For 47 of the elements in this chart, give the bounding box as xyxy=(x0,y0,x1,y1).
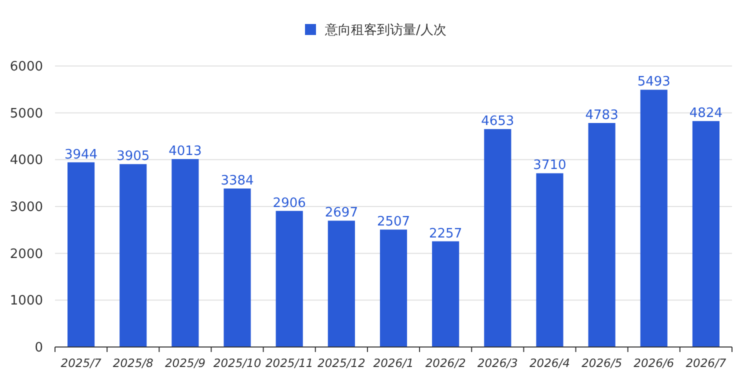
x-tick-label: 2025/8 xyxy=(112,356,154,370)
bar xyxy=(380,230,408,347)
y-tick-label: 0 xyxy=(34,340,43,356)
data-label: 3710 xyxy=(533,158,566,174)
data-label: 4653 xyxy=(481,114,514,130)
y-tick-label: 3000 xyxy=(10,200,43,215)
bar xyxy=(328,220,355,347)
bar xyxy=(536,173,564,347)
x-tick-label: 2025/10 xyxy=(213,356,262,370)
bar xyxy=(432,241,460,347)
x-tick-label: 2025/12 xyxy=(318,356,366,370)
x-tick-label: 2026/5 xyxy=(582,356,622,370)
bar xyxy=(224,188,251,347)
data-label: 4013 xyxy=(168,144,202,160)
x-tick-label: 2025/11 xyxy=(265,356,314,370)
x-tick-label: 2026/2 xyxy=(425,356,466,370)
bar xyxy=(120,164,147,347)
data-label: 4824 xyxy=(689,106,723,122)
y-tick-label: 4000 xyxy=(10,153,43,168)
data-label: 3944 xyxy=(64,147,98,162)
data-label: 4783 xyxy=(585,108,618,123)
data-label: 3384 xyxy=(220,174,254,189)
bar xyxy=(68,162,95,347)
x-tick-label: 2026/7 xyxy=(686,356,727,370)
y-tick-label: 2000 xyxy=(10,246,43,262)
x-tick-label: 2026/4 xyxy=(529,356,570,370)
x-tick-label: 2026/6 xyxy=(634,356,674,370)
bar xyxy=(276,210,303,347)
bar xyxy=(484,129,512,347)
legend-label: 意向租客到访量/人次 xyxy=(324,22,446,38)
x-tick-label: 2026/1 xyxy=(373,356,414,370)
y-tick-label: 5000 xyxy=(10,106,43,122)
x-tick-label: 2025/7 xyxy=(60,356,102,370)
data-label: 3905 xyxy=(116,149,150,164)
data-label: 5493 xyxy=(637,74,670,90)
data-label: 2906 xyxy=(272,196,306,211)
data-label: 2697 xyxy=(324,206,358,221)
x-tick-label: 2025/9 xyxy=(164,356,206,370)
y-tick-label: 1000 xyxy=(10,294,43,309)
y-tick-label: 6000 xyxy=(10,60,43,74)
data-label: 2257 xyxy=(429,226,462,242)
bar xyxy=(172,159,199,347)
bar xyxy=(588,122,616,347)
bar xyxy=(640,90,668,347)
data-label: 2507 xyxy=(376,214,410,230)
x-tick-label: 2026/3 xyxy=(477,356,518,370)
bar xyxy=(692,121,720,347)
